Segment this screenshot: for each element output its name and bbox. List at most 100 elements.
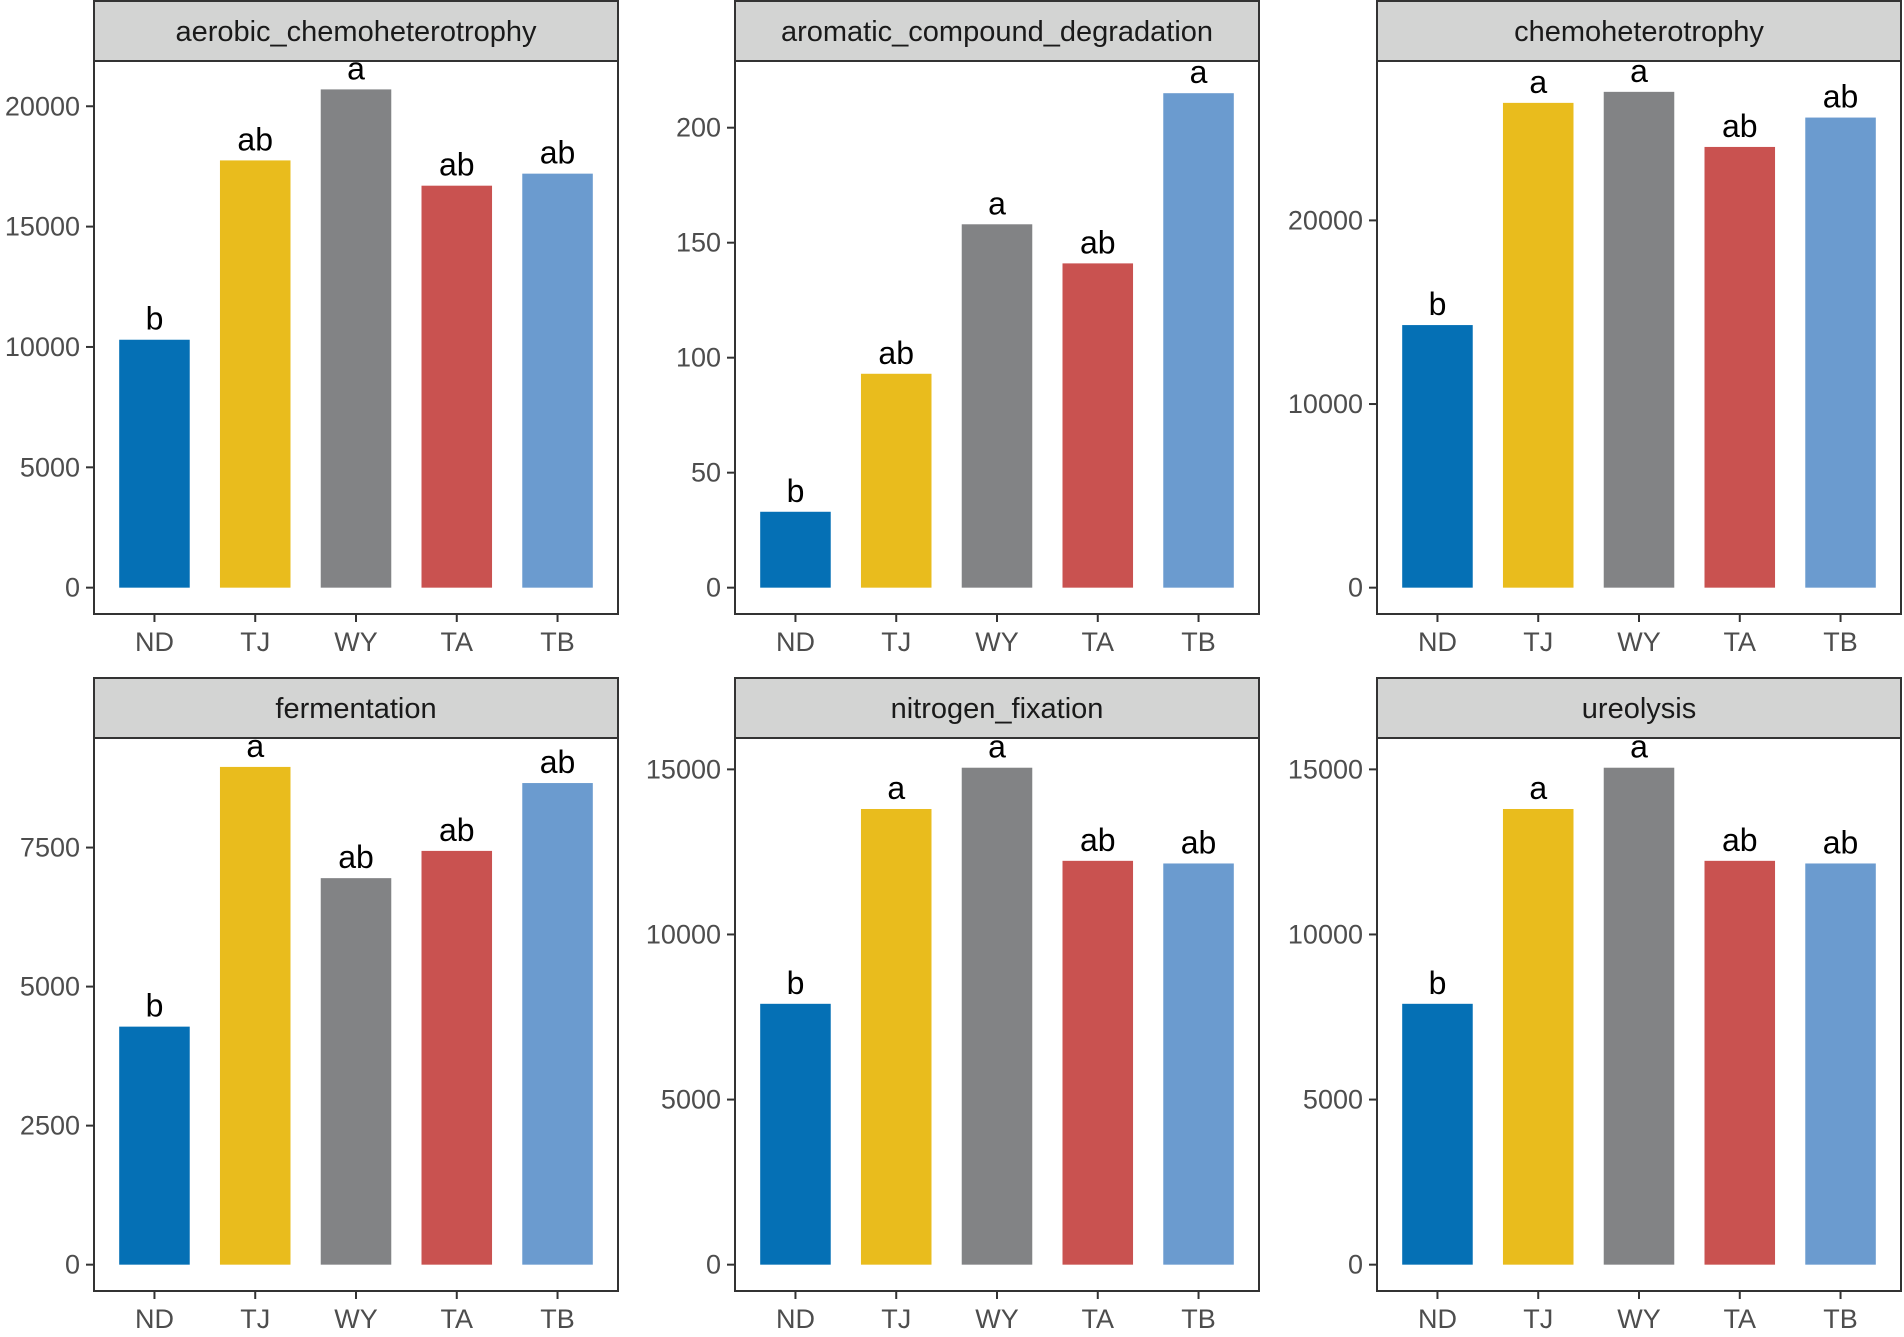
bar-tb — [522, 783, 593, 1265]
significance-label: b — [1429, 286, 1447, 322]
y-tick-label: 15000 — [646, 754, 721, 784]
facet-strip — [734, 677, 1260, 739]
bar-tj — [1502, 808, 1574, 1265]
facet-title: nitrogen_fixation — [891, 693, 1104, 725]
x-tick-label: WY — [334, 1304, 378, 1334]
significance-label: a — [988, 729, 1006, 765]
bar-nd — [760, 511, 831, 588]
panel-border — [1376, 60, 1902, 615]
x-tick-label: TA — [1082, 1304, 1115, 1334]
panel-border — [734, 60, 1260, 615]
y-tick-label: 100 — [676, 343, 721, 373]
x-tick-label: TJ — [1523, 1304, 1553, 1334]
panel-border — [734, 737, 1260, 1292]
x-tick-label: TA — [1724, 627, 1757, 657]
x-tick-label: WY — [975, 1304, 1019, 1334]
facet-strip — [1376, 0, 1902, 62]
x-tick-label: TB — [1823, 627, 1858, 657]
bar-nd — [119, 1026, 190, 1265]
bar-wy — [1603, 767, 1675, 1265]
bar-tb — [1805, 863, 1876, 1265]
significance-label: ab — [1823, 824, 1859, 860]
significance-label: a — [1190, 54, 1208, 90]
panel-border — [93, 737, 619, 1292]
y-tick-label: 5000 — [1303, 1085, 1363, 1115]
bar-nd — [760, 1003, 831, 1265]
x-tick-label: TA — [441, 627, 474, 657]
bar-ta — [421, 850, 493, 1265]
y-tick-label: 0 — [65, 573, 80, 603]
x-tick-label: TJ — [1523, 627, 1553, 657]
significance-label: a — [1630, 729, 1648, 765]
bar-ta — [421, 185, 493, 588]
facet-strip — [734, 0, 1260, 62]
facet-title: fermentation — [275, 693, 436, 725]
bar-tb — [1163, 863, 1234, 1265]
x-tick-label: ND — [135, 1304, 174, 1334]
y-tick-label: 5000 — [20, 972, 80, 1002]
bar-tj — [1502, 102, 1574, 588]
x-tick-label: ND — [776, 627, 815, 657]
facet-title: aromatic_compound_degradation — [781, 16, 1213, 48]
bar-ta — [1062, 263, 1134, 588]
significance-label: ab — [338, 839, 374, 875]
x-tick-label: TB — [1181, 1304, 1216, 1334]
significance-label: a — [347, 50, 365, 86]
significance-label: b — [787, 473, 805, 509]
x-tick-label: TA — [1082, 627, 1115, 657]
y-tick-label: 10000 — [5, 332, 80, 362]
y-tick-label: 0 — [1348, 573, 1363, 603]
bar-ta — [1704, 860, 1776, 1265]
significance-label: ab — [1181, 824, 1217, 860]
significance-label: ab — [439, 147, 475, 183]
panel-border — [1376, 737, 1902, 1292]
significance-label: ab — [1722, 822, 1758, 858]
bar-tj — [860, 808, 932, 1265]
y-tick-label: 10000 — [646, 919, 721, 949]
x-tick-label: TB — [540, 1304, 575, 1334]
x-tick-label: TB — [1181, 627, 1216, 657]
facet-title: aerobic_chemoheterotrophy — [175, 16, 537, 48]
bar-tb — [522, 173, 593, 588]
significance-label: ab — [1080, 822, 1116, 858]
x-tick-label: TA — [1724, 1304, 1757, 1334]
bar-nd — [1402, 325, 1473, 588]
significance-label: b — [146, 301, 164, 337]
significance-label: ab — [439, 812, 475, 848]
significance-label: ab — [1722, 108, 1758, 144]
significance-label: a — [1529, 770, 1547, 806]
significance-label: b — [787, 965, 805, 1001]
x-tick-label: ND — [1418, 627, 1457, 657]
significance-label: ab — [540, 135, 576, 171]
x-tick-label: WY — [1617, 1304, 1661, 1334]
x-tick-label: TJ — [881, 627, 911, 657]
y-tick-label: 0 — [706, 1250, 721, 1280]
y-tick-label: 0 — [65, 1250, 80, 1280]
significance-label: a — [246, 728, 264, 764]
significance-label: b — [1429, 965, 1447, 1001]
panel-chemoheterotrophy: chemoheterotrophy b ND a TJ a WY ab TA ab TB 0 10000… — [1288, 0, 1902, 657]
x-tick-label: ND — [135, 627, 174, 657]
bar-ta — [1062, 860, 1134, 1265]
significance-label: ab — [540, 744, 576, 780]
y-tick-label: 0 — [706, 573, 721, 603]
y-tick-label: 50 — [691, 458, 721, 488]
significance-label: a — [988, 185, 1006, 221]
y-tick-label: 2500 — [20, 1111, 80, 1141]
y-tick-label: 5000 — [20, 452, 80, 482]
bar-tb — [1805, 117, 1876, 588]
x-tick-label: TJ — [240, 627, 270, 657]
panel-border — [93, 60, 619, 615]
facet-strip — [93, 677, 619, 739]
y-tick-label: 10000 — [1288, 389, 1363, 419]
y-tick-label: 7500 — [20, 833, 80, 863]
y-tick-label: 15000 — [5, 212, 80, 242]
bar-wy — [961, 224, 1033, 588]
bar-wy — [320, 878, 392, 1265]
facet-title: ureolysis — [1582, 693, 1696, 725]
y-tick-label: 15000 — [1288, 754, 1363, 784]
y-tick-label: 150 — [676, 228, 721, 258]
